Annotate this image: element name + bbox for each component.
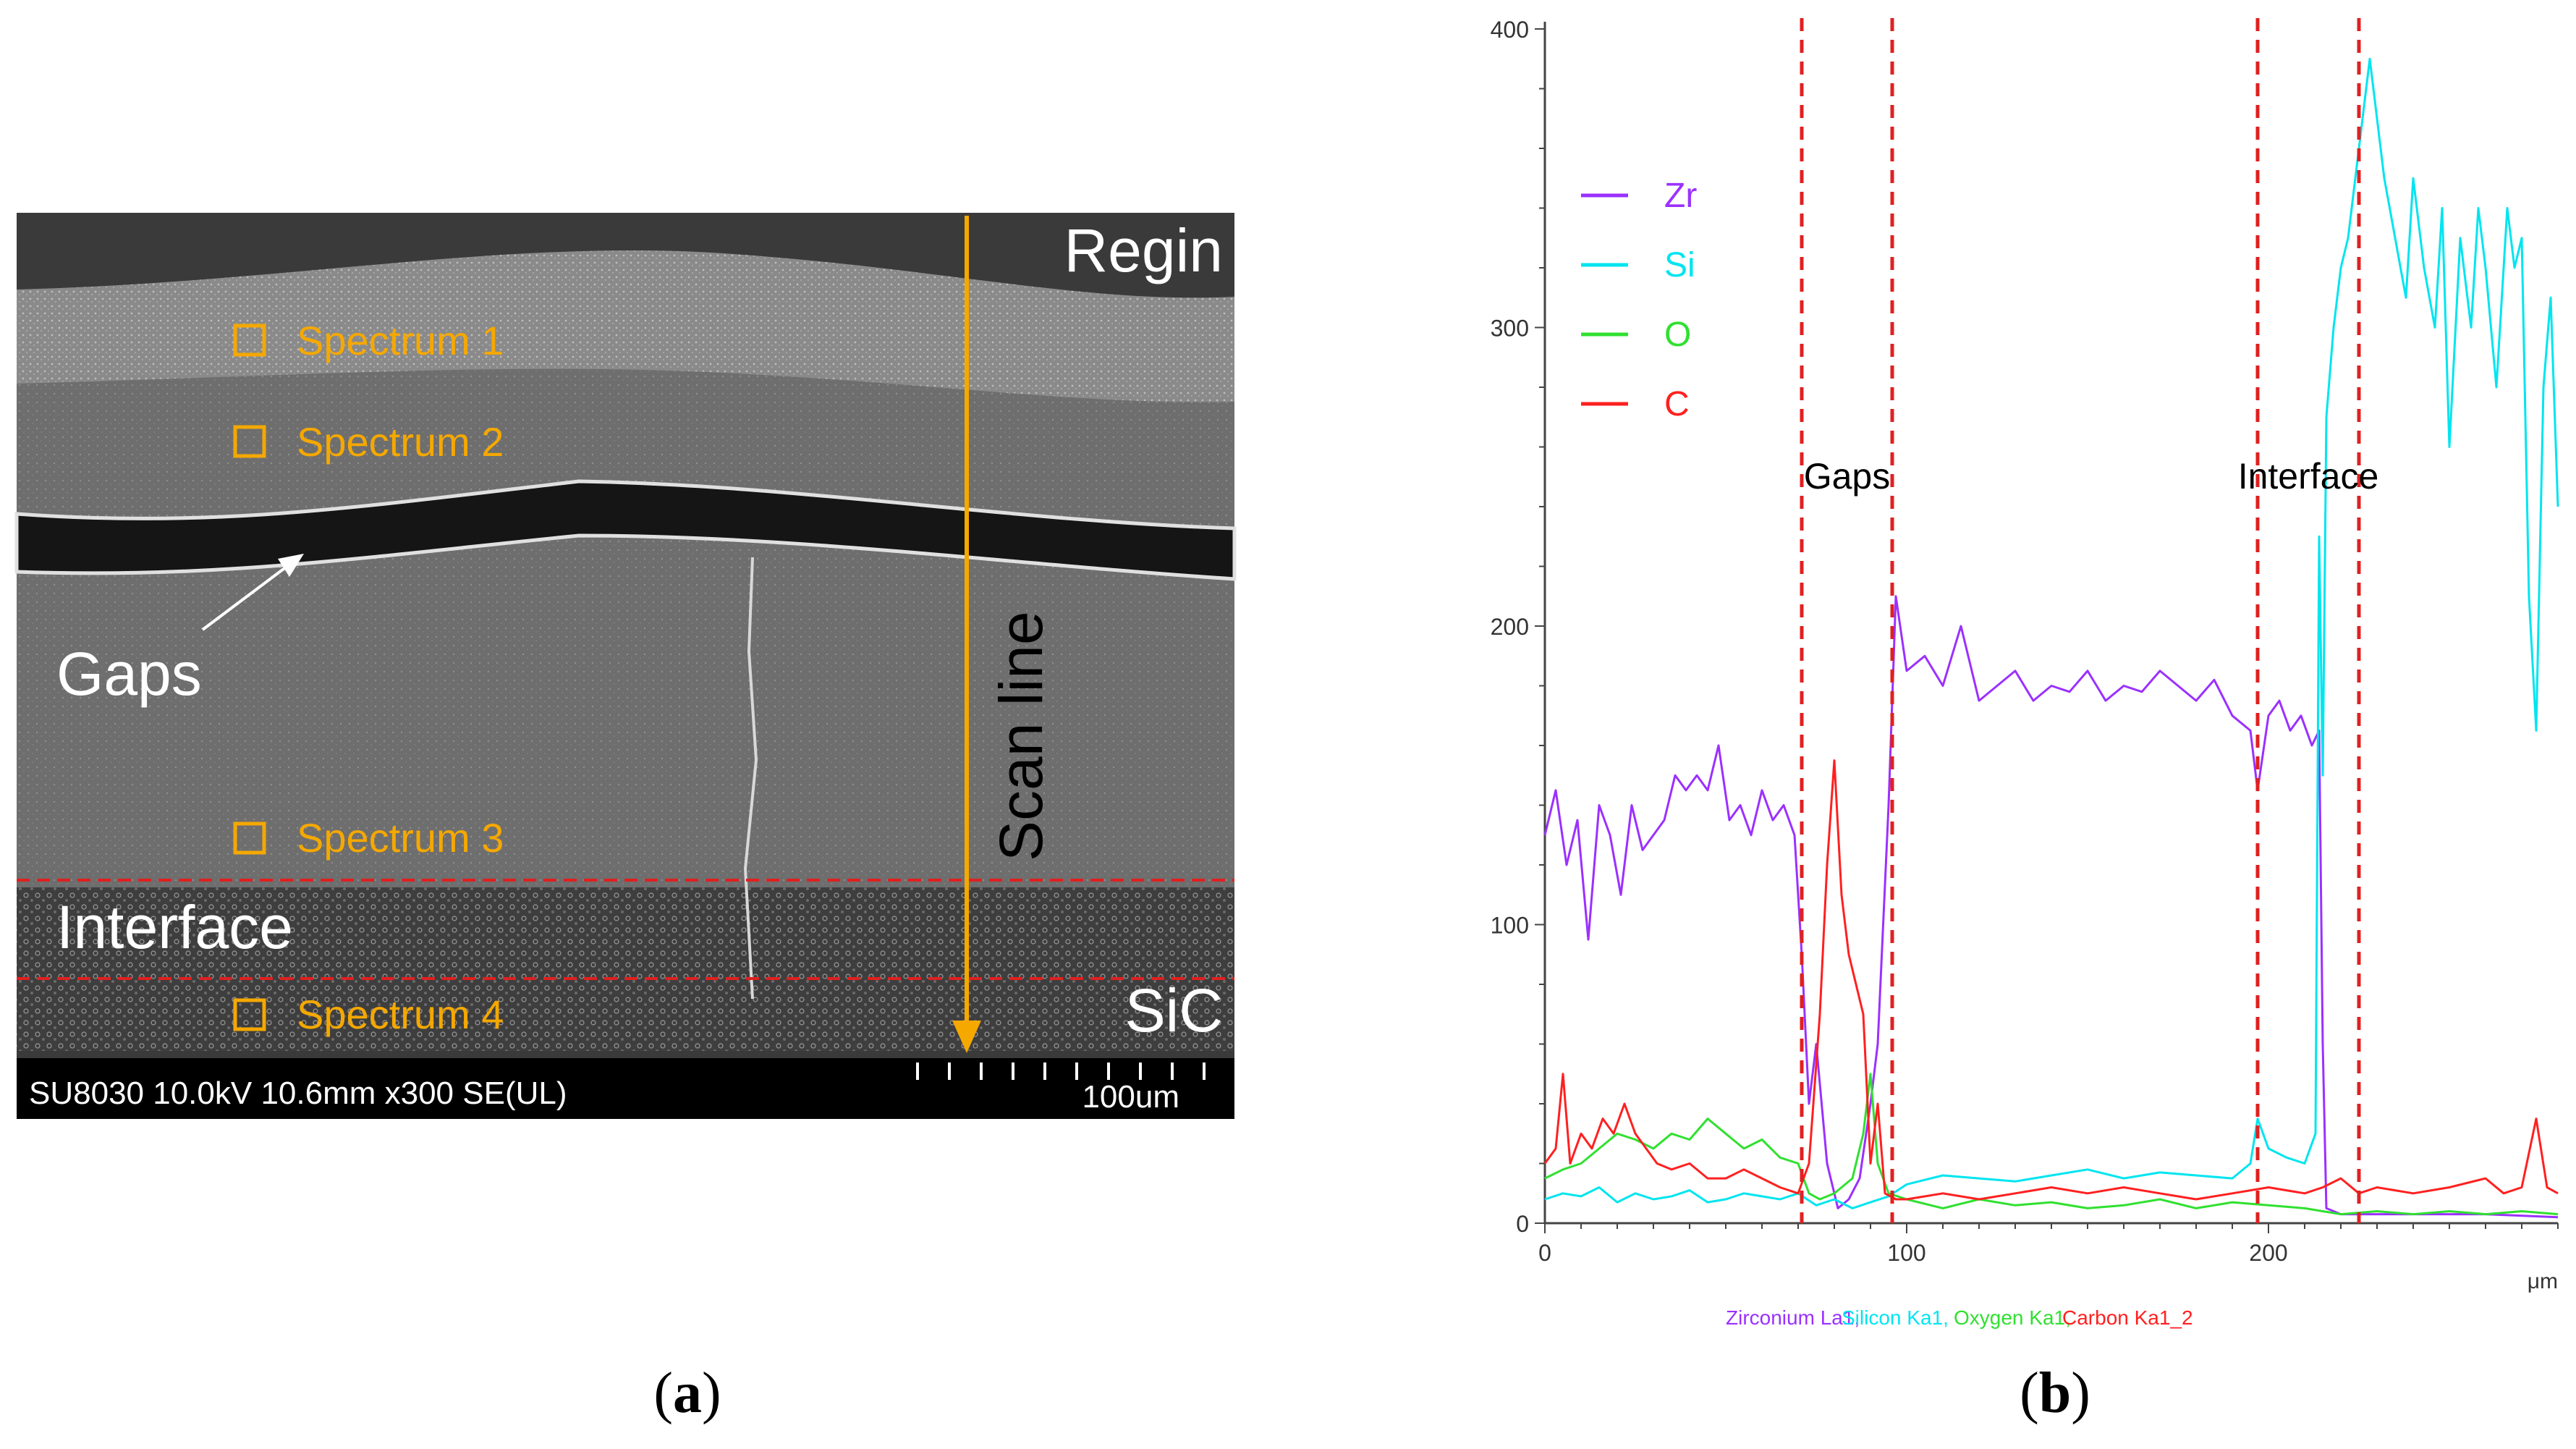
footer-label-si: Silicon Ka1,: [1842, 1306, 1949, 1329]
legend-label-o: O: [1664, 316, 1691, 354]
crack-line: [743, 557, 758, 1000]
spectrum-1-marker: [233, 324, 266, 357]
footer-label-c: Carbon Ka1_2: [2062, 1306, 2193, 1329]
spectrum-3-marker: [233, 821, 266, 855]
y-tick-label: 300: [1491, 316, 1529, 342]
y-tick-label: 0: [1516, 1211, 1529, 1237]
info-bar-text: SU8030 10.0kV 10.6mm x300 SE(UL): [29, 1076, 567, 1111]
y-tick-label: 100: [1491, 913, 1529, 939]
spectrum-markers: [233, 324, 266, 1031]
scan-line-arrowhead: [952, 1021, 981, 1053]
interface-label: Interface: [56, 893, 293, 961]
series-line-o: [1544, 1073, 2559, 1216]
spectrum-1-label: Spectrum 1: [297, 318, 504, 363]
caption-a: (a): [653, 1361, 721, 1425]
x-tick-label: 100: [1887, 1240, 1925, 1266]
annotation-label-interface: Interface: [2238, 456, 2379, 497]
y-tick-label: 400: [1491, 17, 1529, 43]
x-axis-unit: μm: [2528, 1270, 2558, 1293]
legend-label-c: C: [1664, 385, 1690, 423]
x-tick-label: 200: [2249, 1240, 2287, 1266]
sic-label: SiC: [1125, 976, 1223, 1044]
legend-label-zr: Zr: [1664, 177, 1697, 215]
legend-label-si: Si: [1664, 246, 1695, 284]
sic-substrate: [17, 887, 1234, 1051]
sem-image-panel: Spectrum 1 Spectrum 2 Spectrum 3 Spectru…: [14, 213, 1237, 1119]
scale-bar-label: 100um: [1082, 1079, 1179, 1115]
footer-label-zr: Zirconium La1,: [1726, 1306, 1860, 1329]
series-line-si: [1544, 57, 2559, 1209]
annotation-label-gaps: Gaps: [1804, 456, 1891, 497]
caption-b-letter: b: [2038, 1361, 2072, 1425]
x-tick-label: 0: [1538, 1240, 1551, 1266]
footer-label-o: Oxygen Ka1,: [1954, 1306, 2071, 1329]
line-scan-chart: 0 100 200 300 400 0 100 200 μm Gaps Interface Zr Si O…: [1491, 17, 2559, 1329]
y-tick-label: 200: [1491, 614, 1529, 640]
info-bar: [17, 1058, 1234, 1119]
series-line-c: [1543, 759, 2559, 1201]
series-line-zr: [1543, 595, 2559, 1219]
scan-line-label: Scan line: [987, 611, 1055, 861]
caption-a-letter: a: [673, 1361, 702, 1425]
spectrum-3-label: Spectrum 3: [297, 815, 504, 861]
spectrum-2-marker: [233, 425, 266, 458]
top-region-label: Regin: [1064, 216, 1223, 284]
lower-coating-layer: [17, 541, 1234, 887]
gap-region: [14, 479, 1237, 581]
gaps-label: Gaps: [56, 640, 202, 708]
caption-b: (b): [2020, 1361, 2090, 1425]
spectrum-2-label: Spectrum 2: [297, 419, 504, 465]
gaps-pointer: [201, 563, 291, 631]
spectrum-4-marker: [233, 998, 266, 1031]
gaps-pointer-head: [278, 554, 304, 577]
scale-ruler: [916, 1063, 1206, 1080]
spectrum-4-label: Spectrum 4: [297, 992, 504, 1037]
